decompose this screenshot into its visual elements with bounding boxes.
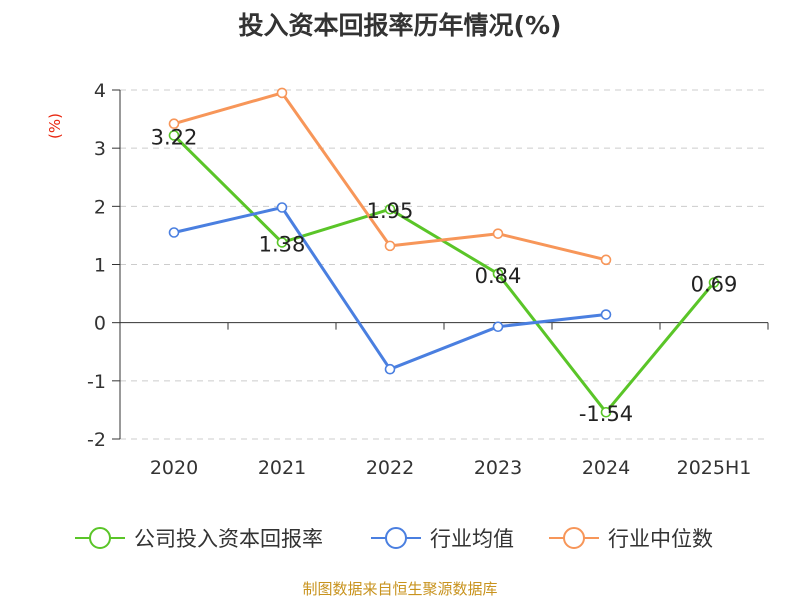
source-note: 制图数据来自恒生聚源数据库 [302, 580, 498, 598]
x-tick-label: 2020 [150, 457, 198, 479]
data-point [276, 87, 288, 99]
data-label: 0.84 [475, 264, 522, 288]
series-line [173, 91, 607, 262]
y-tick-label: 1 [94, 255, 106, 277]
legend-circle [385, 527, 407, 549]
series-line [173, 206, 607, 371]
data-point [168, 130, 180, 141]
x-tick-label: 2021 [258, 457, 306, 479]
data-point [384, 240, 396, 252]
y-tick-label: 2 [94, 196, 106, 218]
legend-label: 公司投入资本回报率 [134, 527, 323, 551]
data-point [708, 277, 720, 288]
legend-label: 行业均值 [430, 527, 514, 551]
series-lines [168, 87, 720, 418]
x-tick-label: 2025H1 [677, 457, 752, 479]
data-point [276, 237, 288, 248]
y-tick-label: -1 [87, 371, 106, 393]
data-label: 1.38 [259, 232, 306, 256]
data-point [384, 363, 396, 375]
legend-label: 行业中位数 [608, 527, 713, 551]
y-tick-label: 0 [94, 313, 106, 335]
legend-line-circle-icon [549, 527, 599, 549]
data-point [276, 202, 288, 213]
legend-item-company-roic[interactable]: 公司投入资本回报率 [74, 518, 323, 558]
legend: 公司投入资本回报率 行业均值 行业中位数 [0, 518, 800, 558]
legend-item-industry-mean[interactable]: 行业均值 [370, 518, 514, 558]
y-axis-label: (%) [46, 113, 64, 139]
y-tick-label: 4 [94, 80, 106, 102]
data-point [600, 406, 612, 418]
x-tick-label: 2022 [366, 457, 414, 479]
data-point [384, 203, 396, 215]
data-labels: 3.22 1.38 1.95 0.84 -1.54 0.69 [151, 125, 738, 426]
legend-line-circle-icon [75, 527, 125, 549]
y-tick-label: 3 [94, 138, 106, 160]
data-point [600, 309, 612, 320]
legend-line-circle-icon [371, 527, 421, 549]
x-tick-label: 2023 [474, 457, 522, 479]
data-point [492, 268, 504, 280]
data-point [168, 118, 180, 130]
data-point [492, 321, 504, 333]
data-point [492, 228, 504, 239]
grid-lines [120, 89, 768, 440]
chart-title: 投入资本回报率历年情况(%) [238, 11, 562, 40]
data-label: 0.69 [691, 273, 738, 297]
data-label: 3.22 [151, 125, 198, 149]
axes: -2 -1 0 1 2 3 4 2020 2021 2022 2023 2024 2025H1 [87, 80, 769, 479]
series-line [172, 134, 716, 414]
legend-circle [563, 527, 585, 549]
y-tick-label: -2 [87, 429, 106, 451]
data-label: -1.54 [579, 402, 633, 426]
x-tick-label: 2024 [582, 457, 630, 479]
legend-item-industry-median[interactable]: 行业中位数 [548, 518, 713, 558]
data-point [600, 254, 612, 266]
legend-circle [89, 527, 111, 549]
data-point [168, 227, 180, 238]
data-label: 1.95 [367, 199, 414, 223]
